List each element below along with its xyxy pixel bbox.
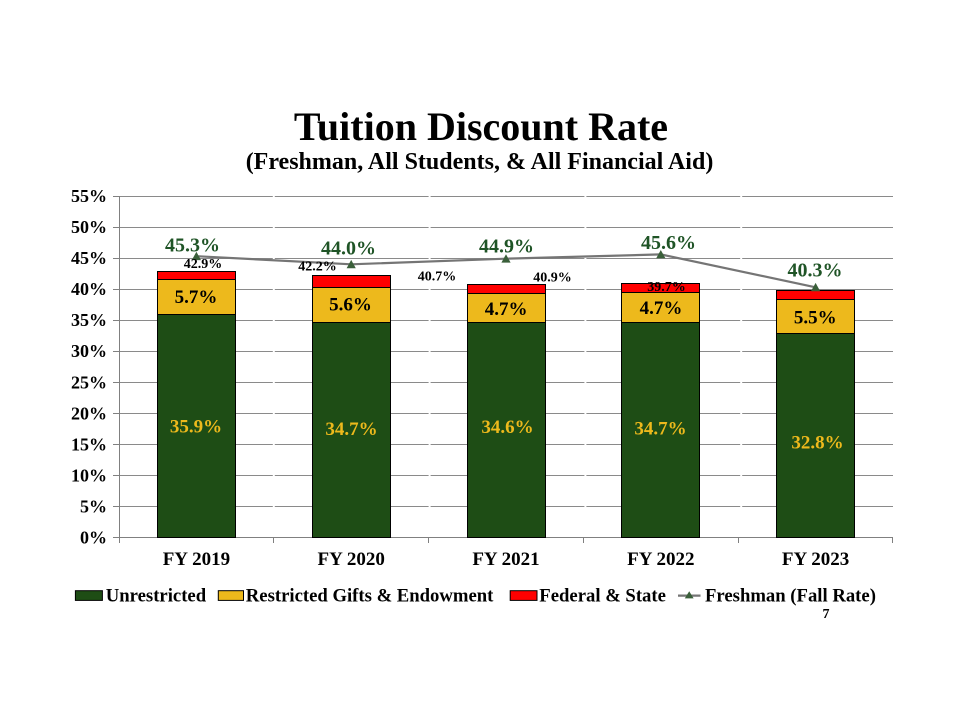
- svg-text:42.9%: 42.9%: [184, 257, 223, 272]
- svg-text:40.9%: 40.9%: [533, 270, 572, 285]
- svg-text:5.6%: 5.6%: [329, 294, 372, 315]
- svg-text:25%: 25%: [71, 372, 107, 392]
- svg-text:0%: 0%: [80, 528, 107, 548]
- svg-text:Freshman (Fall Rate): Freshman (Fall Rate): [705, 585, 876, 606]
- svg-text:(Freshman, All Students, & All: (Freshman, All Students, & All Financial…: [246, 149, 714, 175]
- svg-text:32.8%: 32.8%: [791, 433, 843, 454]
- svg-text:4.7%: 4.7%: [485, 299, 528, 320]
- svg-text:FY 2021: FY 2021: [472, 549, 539, 570]
- svg-text:42.2%: 42.2%: [298, 260, 337, 275]
- svg-text:4.7%: 4.7%: [640, 298, 683, 319]
- svg-text:40.3%: 40.3%: [788, 260, 843, 282]
- svg-text:Restricted Gifts & Endowment: Restricted Gifts & Endowment: [246, 585, 494, 606]
- svg-text:39.7%: 39.7%: [647, 280, 686, 295]
- svg-text:Unrestricted: Unrestricted: [106, 585, 207, 606]
- svg-text:45.3%: 45.3%: [165, 235, 220, 257]
- svg-text:34.7%: 34.7%: [634, 419, 686, 440]
- svg-text:35.9%: 35.9%: [170, 417, 222, 438]
- svg-text:45%: 45%: [71, 248, 107, 268]
- svg-text:Federal & State: Federal & State: [539, 585, 666, 606]
- svg-text:FY 2020: FY 2020: [318, 549, 385, 570]
- svg-text:20%: 20%: [71, 403, 107, 423]
- svg-text:FY 2023: FY 2023: [782, 549, 849, 570]
- svg-text:Tuition Discount Rate: Tuition Discount Rate: [294, 104, 668, 149]
- svg-text:FY 2019: FY 2019: [163, 549, 230, 570]
- svg-text:30%: 30%: [71, 341, 107, 361]
- svg-text:15%: 15%: [71, 434, 107, 454]
- svg-text:10%: 10%: [71, 465, 107, 485]
- svg-text:44.0%: 44.0%: [321, 238, 376, 260]
- svg-text:55%: 55%: [71, 186, 107, 206]
- svg-text:34.7%: 34.7%: [325, 419, 377, 440]
- svg-text:5.5%: 5.5%: [794, 307, 837, 328]
- svg-text:44.9%: 44.9%: [479, 236, 534, 258]
- svg-text:40.7%: 40.7%: [418, 270, 457, 285]
- svg-text:7: 7: [823, 607, 830, 622]
- svg-text:45.6%: 45.6%: [641, 232, 696, 254]
- svg-text:35%: 35%: [71, 310, 107, 330]
- svg-text:5%: 5%: [80, 497, 107, 517]
- svg-text:5.7%: 5.7%: [175, 287, 218, 308]
- svg-text:34.6%: 34.6%: [481, 417, 533, 438]
- svg-text:50%: 50%: [71, 217, 107, 237]
- svg-text:FY 2022: FY 2022: [627, 549, 694, 570]
- svg-text:40%: 40%: [71, 279, 107, 299]
